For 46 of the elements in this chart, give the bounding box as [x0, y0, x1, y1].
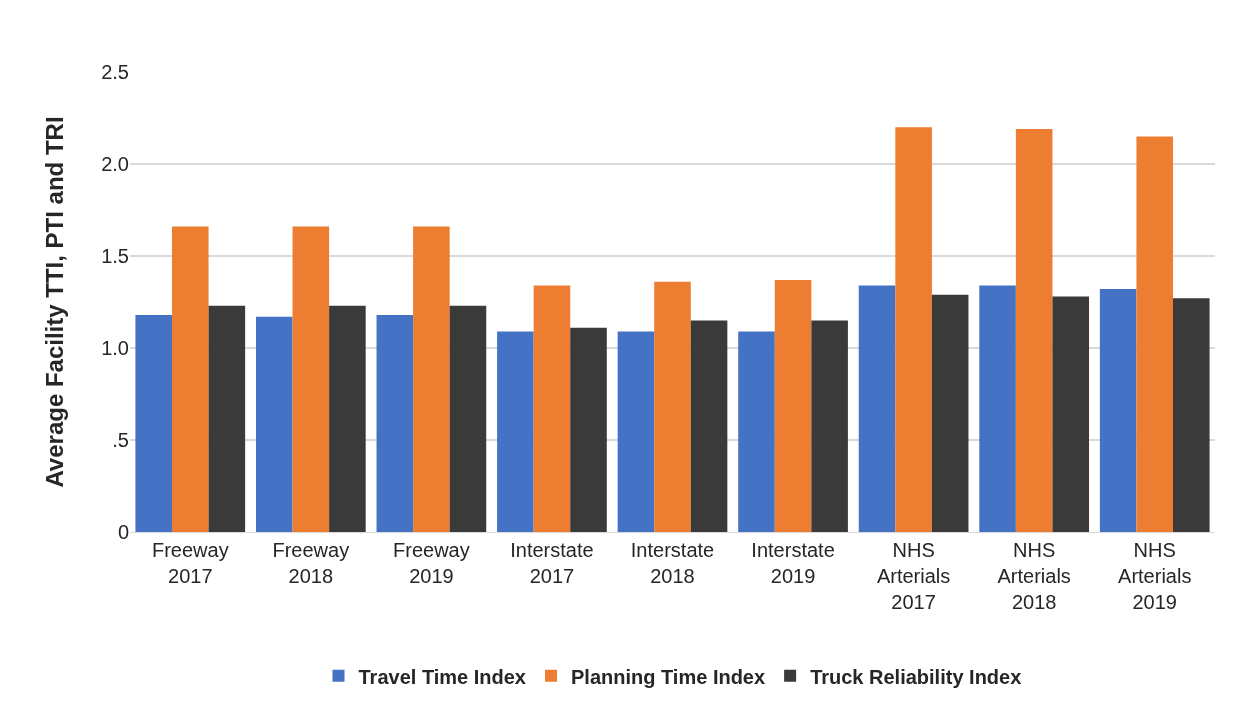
- bar: [171, 226, 209, 532]
- bar: [1015, 129, 1053, 532]
- legend-label: Truck Reliability Index: [810, 665, 1022, 688]
- bar: [931, 294, 969, 532]
- y-tick-label: 2.0: [101, 153, 129, 175]
- x-tick-label: Interstate 2019: [751, 539, 835, 587]
- bar: [449, 305, 487, 532]
- bar: [413, 226, 450, 532]
- x-tick-label: Freeway 2018: [272, 539, 350, 587]
- legend-label: Travel Time Index: [358, 665, 526, 688]
- x-tick-label: Freeway 2017: [151, 539, 229, 587]
- bar: [208, 305, 246, 532]
- y-tick-label: 0: [117, 521, 129, 543]
- legend-label: Planning Time Index: [571, 665, 766, 688]
- bar: [617, 331, 655, 532]
- y-tick-label: 1.5: [101, 245, 129, 267]
- bar: [135, 314, 172, 532]
- bar: [858, 285, 896, 532]
- bar: [774, 279, 812, 532]
- bar: [329, 305, 366, 532]
- bar: [533, 285, 571, 532]
- y-tick-label: 1.0: [101, 337, 129, 359]
- bar: [376, 314, 414, 532]
- y-axis-title: Average Facility TTI, PTI and TRI: [41, 116, 69, 488]
- bar: [1052, 296, 1090, 532]
- bar: [255, 316, 293, 532]
- bar: [979, 285, 1016, 532]
- x-tick-label: Freeway 2019: [393, 539, 470, 587]
- x-tick-label: Interstate 2018: [630, 539, 715, 587]
- bar: [738, 331, 775, 532]
- x-tick-label: NHS Arterials 2017: [876, 539, 951, 613]
- x-tick-label: Interstate 2017: [510, 539, 594, 587]
- bar: [895, 127, 932, 532]
- y-tick-label: .5: [112, 429, 129, 451]
- x-tick-label: NHS Arterials 2018: [997, 539, 1071, 613]
- bar: [654, 281, 691, 532]
- bar: [690, 320, 728, 532]
- bar: [292, 226, 330, 532]
- x-tick-label: NHS Arterials 2019: [1118, 539, 1192, 613]
- y-tick-label: 2.5: [101, 61, 129, 83]
- bar: [1173, 298, 1210, 532]
- bar: [1136, 136, 1174, 532]
- bar: [811, 320, 848, 532]
- bar: [497, 331, 534, 532]
- bar: [1099, 289, 1137, 532]
- bar: [570, 327, 607, 532]
